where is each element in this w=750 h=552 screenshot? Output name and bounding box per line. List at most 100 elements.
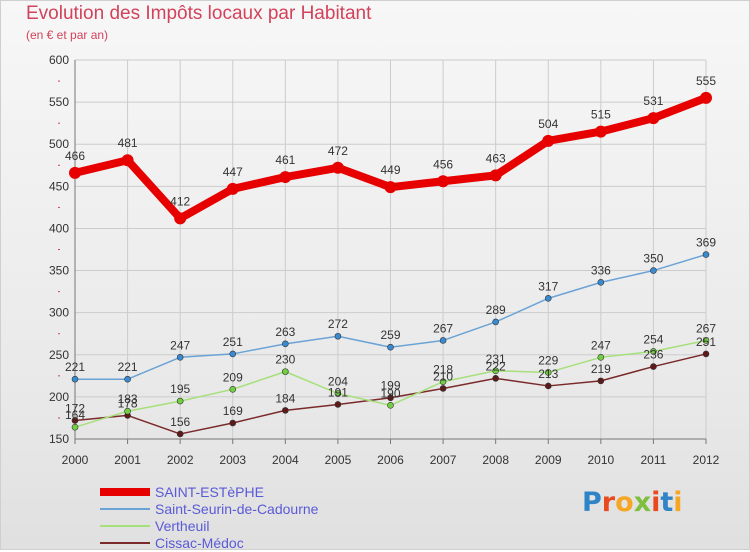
- data-point: [544, 369, 552, 376]
- x-tick-label: 2007: [430, 453, 457, 467]
- data-label: 230: [275, 353, 295, 367]
- y-tick-label: 250: [49, 348, 69, 362]
- data-label: 259: [380, 328, 400, 342]
- data-point: [384, 181, 397, 194]
- legend-swatch: [100, 542, 150, 544]
- data-point: [226, 182, 239, 195]
- data-point: [176, 354, 184, 361]
- data-label: 199: [380, 379, 400, 393]
- data-label: 472: [328, 144, 348, 158]
- data-label: 178: [118, 396, 138, 410]
- data-point: [331, 161, 344, 174]
- data-label: 183: [118, 392, 138, 406]
- data-label: 267: [433, 321, 453, 335]
- y-tick-label: 150: [49, 432, 69, 446]
- y-tick-label: 400: [49, 221, 69, 235]
- data-label: 456: [433, 157, 453, 171]
- legend-label: Vertheuil: [155, 518, 210, 534]
- data-point: [597, 354, 605, 361]
- series-3: [71, 350, 710, 438]
- proxiti-logo: Proxiti: [582, 487, 683, 518]
- data-point: [439, 385, 447, 392]
- data-label: 251: [223, 335, 243, 349]
- data-point: [71, 423, 79, 431]
- data-point: [71, 375, 79, 383]
- data-point: [71, 417, 79, 424]
- x-tick-label: 2010: [587, 453, 614, 467]
- data-label: 449: [380, 163, 400, 177]
- data-point: [387, 343, 394, 351]
- chart-subtitle: (en € et par an): [26, 28, 109, 42]
- legend-label: Saint-Seurin-de-Cadourne: [155, 501, 319, 517]
- x-tick-label: 2008: [482, 453, 509, 467]
- data-point: [174, 212, 187, 225]
- data-point: [492, 367, 499, 375]
- data-label: 515: [591, 108, 611, 122]
- data-label: 461: [275, 153, 295, 167]
- x-tick-label: 2004: [272, 453, 299, 467]
- y-tick-label: 550: [49, 95, 69, 109]
- data-point: [279, 171, 292, 184]
- data-label: 555: [696, 74, 716, 88]
- data-point: [334, 332, 342, 340]
- data-point: [439, 378, 447, 386]
- data-point: [334, 390, 342, 397]
- data-point: [489, 169, 502, 182]
- data-label: 169: [223, 404, 243, 418]
- data-point: [334, 401, 342, 408]
- y-tick-label: 200: [49, 390, 69, 404]
- y-tick-label: 600: [49, 53, 69, 67]
- data-label: 218: [433, 363, 453, 377]
- data-label: 317: [538, 279, 558, 293]
- data-point: [176, 430, 184, 438]
- series-0: [69, 91, 712, 225]
- data-label: 267: [696, 321, 716, 335]
- data-label: 254: [643, 332, 663, 346]
- data-label: 229: [538, 353, 558, 367]
- data-label: 369: [696, 236, 716, 250]
- data-label: 247: [170, 338, 190, 352]
- data-point: [597, 377, 605, 385]
- data-label: 209: [223, 370, 243, 384]
- data-point: [650, 267, 657, 274]
- data-point: [121, 154, 134, 167]
- data-point: [229, 419, 237, 427]
- chart-title: Evolution des Impôts locaux par Habitant: [26, 3, 372, 24]
- data-label: 251: [696, 335, 716, 349]
- data-label: 272: [328, 317, 348, 331]
- data-label: 195: [170, 382, 190, 396]
- data-point: [282, 340, 289, 348]
- legend-swatch: [100, 508, 150, 510]
- data-point: [702, 350, 710, 358]
- data-point: [492, 318, 499, 326]
- x-tick-label: 2011: [641, 453, 667, 467]
- data-point: [492, 375, 499, 382]
- data-label: 184: [275, 391, 295, 405]
- x-tick-label: 2006: [377, 453, 404, 467]
- data-point: [124, 375, 131, 383]
- data-point: [544, 382, 552, 390]
- y-tick-label: 350: [49, 264, 69, 278]
- data-label: 236: [643, 348, 663, 362]
- data-label: 247: [591, 338, 611, 352]
- data-point: [387, 394, 394, 402]
- x-tick-label: 2012: [693, 453, 720, 467]
- data-label: 263: [275, 325, 295, 339]
- data-label: 504: [538, 117, 558, 131]
- data-label: 412: [170, 194, 190, 208]
- y-tick-label: 300: [49, 306, 69, 320]
- data-point: [542, 134, 555, 147]
- data-label: 481: [118, 136, 138, 150]
- series-1: [71, 251, 710, 383]
- data-label: 221: [65, 360, 85, 374]
- x-tick-label: 2000: [62, 453, 89, 467]
- data-point: [124, 407, 131, 415]
- data-label: 219: [591, 362, 611, 376]
- data-point: [176, 397, 184, 405]
- data-point: [282, 407, 289, 414]
- data-label: 210: [433, 369, 453, 383]
- data-point: [650, 348, 657, 355]
- x-tick-label: 2002: [167, 453, 194, 467]
- data-label: 213: [538, 367, 558, 381]
